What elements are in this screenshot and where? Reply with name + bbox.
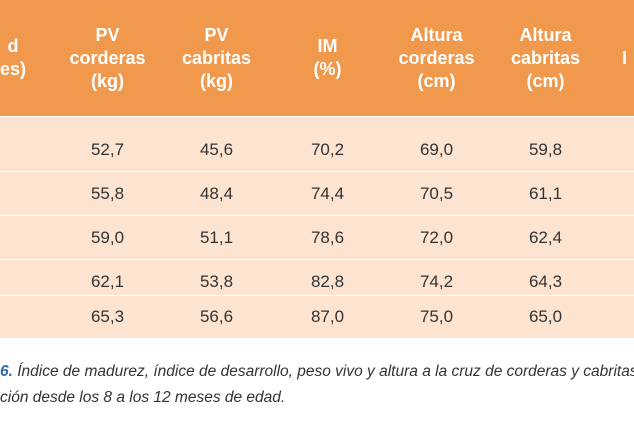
- caption-text-1: Índice de madurez, índice de desarrollo,…: [12, 363, 634, 380]
- table-row: 59,0 51,1 78,6 72,0 62,4: [0, 216, 634, 259]
- header-cell-altura-corderas: Altura corderas (cm): [398, 24, 475, 91]
- cell-im: 74,4: [310, 183, 345, 203]
- cell-pv-corderas: 65,3: [90, 307, 125, 326]
- cell-pv-cabritas: 51,1: [199, 227, 234, 247]
- table-row: 52,7 45,6 70,2 69,0 59,8: [0, 128, 634, 171]
- caption-line-1: 6. Índice de madurez, índice de desarrol…: [0, 359, 634, 385]
- cell-pv-corderas: 62,1: [90, 271, 125, 291]
- table-row: 65,3 56,6 87,0 75,0 65,0: [0, 296, 634, 338]
- cell-altura-cabritas: 65,0: [528, 307, 563, 326]
- cell-pv-corderas: 55,8: [90, 183, 125, 203]
- row-divider: [0, 116, 634, 117]
- header-cell-altura-cabritas: Altura cabritas (cm): [510, 24, 581, 91]
- caption-label: 6.: [0, 363, 13, 380]
- header-cell-partial-right: I: [622, 47, 628, 68]
- cell-im: 87,0: [310, 307, 345, 326]
- cell-altura-corderas: 75,0: [419, 307, 454, 326]
- table-row: 55,8 48,4 74,4 70,5 61,1: [0, 172, 634, 215]
- header-cell-pv-corderas: PV corderas (kg): [69, 24, 146, 91]
- cell-altura-cabritas: 61,1: [528, 183, 563, 203]
- cell-altura-corderas: 72,0: [419, 227, 454, 247]
- cell-pv-corderas: 52,7: [90, 139, 125, 159]
- cell-pv-corderas: 59,0: [90, 227, 125, 247]
- row-top-spacer: [0, 117, 634, 128]
- cell-altura-cabritas: 64,3: [528, 271, 563, 291]
- row-divider: [0, 259, 634, 260]
- cell-pv-cabritas: 56,6: [199, 307, 234, 326]
- table-caption: 6. Índice de madurez, índice de desarrol…: [0, 359, 634, 411]
- cell-pv-cabritas: 53,8: [199, 271, 234, 291]
- cell-pv-cabritas: 48,4: [199, 183, 234, 203]
- cell-im: 70,2: [310, 139, 345, 159]
- cell-im: 82,8: [310, 271, 345, 291]
- cell-altura-cabritas: 59,8: [528, 139, 563, 159]
- row-divider: [0, 295, 634, 296]
- row-divider: [0, 171, 634, 172]
- header-cell-im: IM (%): [313, 36, 342, 79]
- cell-im: 78,6: [310, 227, 345, 247]
- cell-altura-cabritas: 62,4: [528, 227, 563, 247]
- cell-pv-cabritas: 45,6: [199, 139, 234, 159]
- header-cell-partial-left: d es): [0, 36, 27, 79]
- cell-altura-corderas: 70,5: [419, 183, 454, 203]
- table-header: d es) PV corderas (kg) PV cabritas (kg) …: [0, 0, 634, 116]
- header-cell-pv-cabritas: PV cabritas (kg): [181, 24, 252, 91]
- row-divider: [0, 215, 634, 216]
- cell-altura-corderas: 69,0: [419, 139, 454, 159]
- caption-line-2: ción desde los 8 a los 12 meses de edad.: [0, 389, 286, 406]
- cell-altura-corderas: 74,2: [419, 271, 454, 291]
